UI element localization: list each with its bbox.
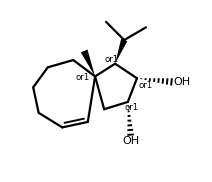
Text: OH: OH: [173, 77, 190, 87]
Text: OH: OH: [122, 136, 139, 147]
Polygon shape: [115, 39, 127, 64]
Text: or1: or1: [104, 55, 119, 64]
Text: or1: or1: [124, 103, 138, 112]
Text: or1: or1: [75, 73, 90, 82]
Polygon shape: [81, 50, 95, 76]
Text: or1: or1: [139, 81, 153, 90]
